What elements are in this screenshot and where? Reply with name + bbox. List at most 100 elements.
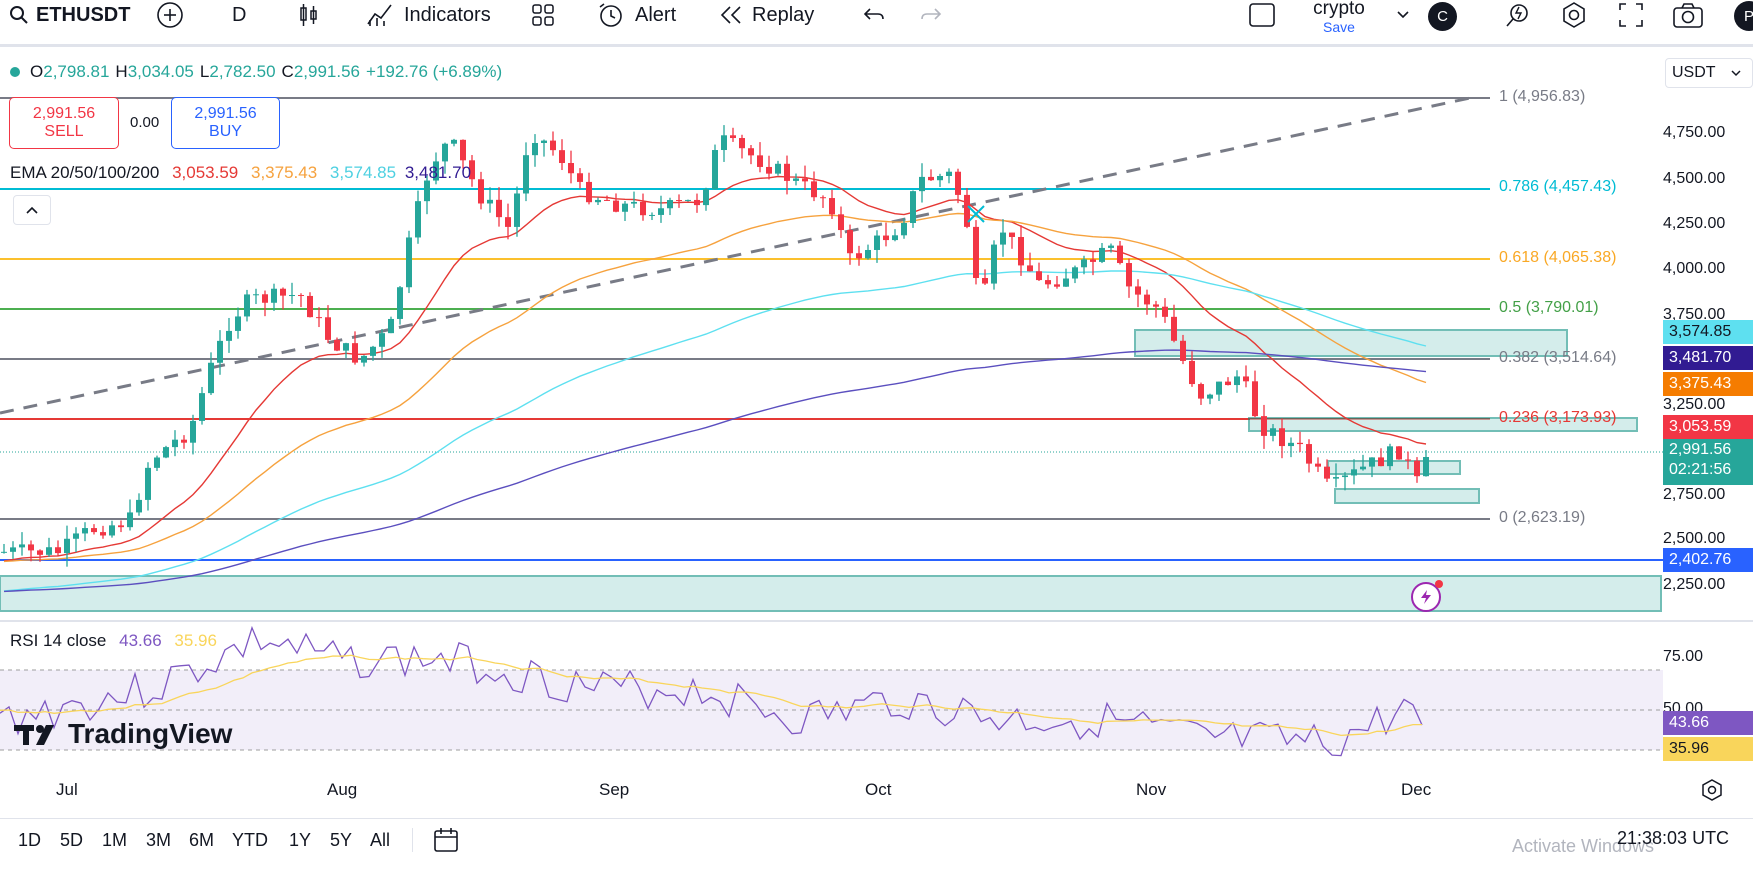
sell-button[interactable]: 2,991.56 SELL (9, 97, 119, 149)
range-5d[interactable]: 5D (60, 830, 84, 850)
candle-body (1180, 340, 1186, 361)
settings-button[interactable] (1560, 0, 1588, 30)
market-status-dot (10, 67, 20, 77)
candle-body (397, 287, 403, 319)
spread-value: 0.00 (130, 114, 160, 131)
redo-icon (921, 8, 942, 20)
range-3m[interactable]: 3M (146, 830, 172, 850)
ema-legend[interactable]: EMA 20/50/100/200 3,053.59 3,375.43 3,57… (10, 163, 471, 183)
tradingview-logo[interactable]: TradingView (14, 718, 232, 750)
layout-select-button[interactable] (1248, 0, 1276, 30)
quick-search-button[interactable] (1504, 0, 1532, 30)
undo-button[interactable] (862, 0, 886, 30)
candle-body (145, 467, 151, 500)
candle-body (1342, 475, 1348, 478)
rsi-ma-price-tag: 35.96 (1663, 737, 1753, 761)
candle-body (1306, 444, 1312, 464)
indicators-button[interactable]: Indicators (366, 0, 491, 30)
replay-button[interactable]: Replay (718, 0, 814, 30)
profile-avatar[interactable]: P (1734, 1, 1753, 31)
buy-button[interactable]: 2,991.56 BUY (171, 97, 280, 149)
fullscreen-button[interactable] (1618, 0, 1644, 30)
range-6m[interactable]: 6M (189, 830, 215, 850)
user-avatar[interactable]: C (1428, 1, 1457, 31)
ema200-price-tag: 3,481.70 (1663, 346, 1753, 370)
candle-body (955, 171, 961, 195)
settings-hex-icon (1702, 779, 1722, 801)
interval-button[interactable]: D (232, 0, 246, 30)
layout-name-block[interactable]: crypto Save (1306, 0, 1372, 36)
candle-body (496, 199, 502, 218)
currency-select[interactable]: USDT (1665, 58, 1753, 88)
candle-body (352, 343, 358, 363)
candle-body (640, 201, 646, 216)
layout-menu-button[interactable] (1395, 0, 1411, 30)
range-1m[interactable]: 1M (102, 830, 128, 850)
go-to-date-button[interactable] (432, 826, 460, 859)
candle-body (1405, 459, 1411, 461)
candle-body (1117, 245, 1123, 264)
ema50-line (3, 212, 1427, 563)
snapshot-button[interactable] (1672, 0, 1704, 30)
open-label: O2,798.81 (30, 62, 110, 81)
candle-body (730, 135, 736, 139)
calendar-icon (434, 828, 458, 852)
grid-icon (532, 4, 554, 26)
candle-body (442, 143, 448, 162)
candle-body (748, 148, 754, 156)
events-button[interactable] (1411, 580, 1443, 612)
zone-0236 (1248, 417, 1638, 432)
candle-body (469, 160, 475, 180)
candle-body (262, 294, 268, 303)
date-axis-label: Jul (56, 780, 78, 799)
open-value: 2,798.81 (43, 62, 110, 81)
candle-body (154, 457, 160, 468)
candle-body (577, 173, 583, 182)
candle-body (847, 230, 853, 254)
ema200-line (3, 349, 1427, 593)
candle-body (865, 249, 871, 259)
indicators-label: Indicators (404, 3, 491, 26)
fib-label-0236: 0.236 (3,173.93) (1499, 409, 1617, 426)
candle-body (1000, 232, 1006, 245)
candle-body (874, 235, 880, 250)
candle-body (118, 525, 124, 528)
alert-button[interactable]: Alert (597, 0, 676, 30)
ema100-line (3, 270, 1427, 592)
candle-body (1189, 360, 1195, 385)
templates-button[interactable] (531, 0, 555, 30)
candle-body (1099, 247, 1105, 262)
chart-settings-button[interactable] (1700, 778, 1724, 807)
price-axis-label: 3,750.00 (1663, 306, 1726, 323)
candle-body (937, 175, 943, 181)
range-ytd[interactable]: YTD (232, 830, 268, 850)
high-label: H3,034.05 (115, 62, 194, 81)
redo-button[interactable] (919, 0, 943, 30)
rsi-legend[interactable]: RSI 14 close 43.66 35.96 (10, 631, 217, 651)
range-5y[interactable]: 5Y (330, 830, 353, 850)
alarm-clock-icon (599, 3, 622, 27)
candle-body (604, 199, 610, 201)
candle-body (1171, 316, 1177, 341)
candle-body (712, 150, 718, 190)
compare-symbol-button[interactable] (156, 0, 184, 30)
symbol-search[interactable]: ETHUSDT (8, 0, 130, 30)
candle-body (253, 294, 259, 296)
last-price: 2,991.56 (1669, 441, 1732, 458)
price-axis-label: 2,500.00 (1663, 530, 1726, 547)
range-1d[interactable]: 1D (18, 830, 42, 850)
candle-body (460, 139, 466, 161)
candle-body (550, 140, 556, 151)
range-1y[interactable]: 1Y (289, 830, 312, 850)
chart-type-button[interactable] (298, 0, 320, 30)
range-all[interactable]: All (370, 830, 391, 850)
trend-line (0, 96, 1471, 415)
clock[interactable]: 21:38:03 UTC (1617, 828, 1730, 848)
candle-body (1072, 267, 1078, 279)
candle-body (946, 171, 952, 176)
candle-body (208, 362, 214, 394)
collapse-legend-button[interactable] (13, 195, 51, 225)
candle-body (775, 163, 781, 174)
chevron-down-icon (1731, 70, 1741, 77)
